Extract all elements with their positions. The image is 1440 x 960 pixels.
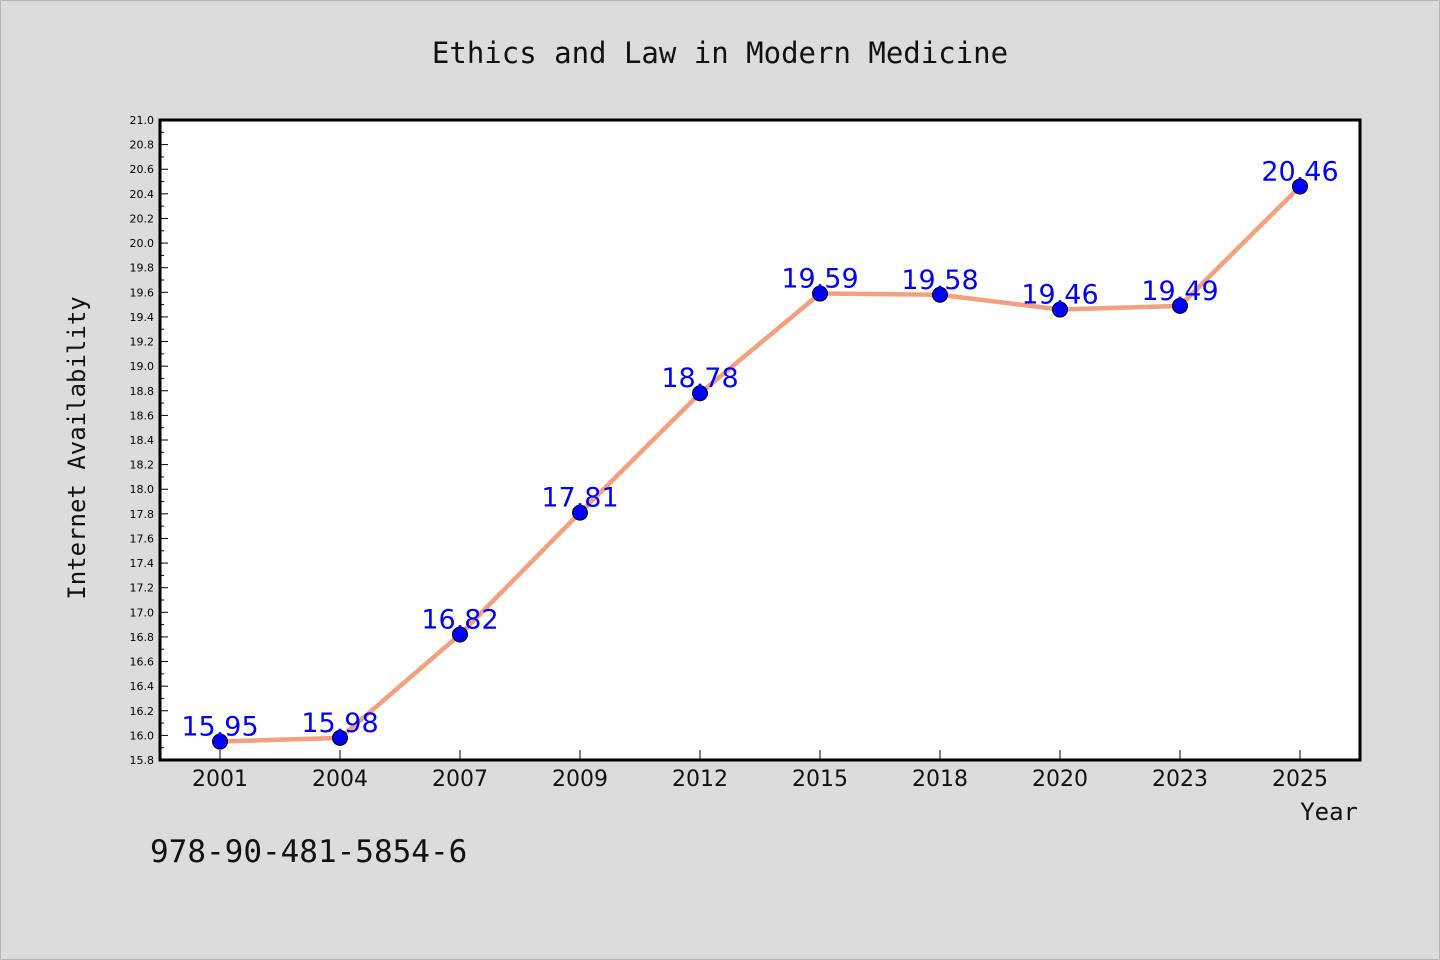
data-point <box>212 733 228 750</box>
x-tick-label: 2015 <box>792 767 848 792</box>
data-labels: 15.95 15.98 16.82 17.81 18.78 19.59 19.58 19.46… <box>181 156 1338 742</box>
x-tick-label: 2001 <box>192 767 248 792</box>
data-label: 15.95 <box>181 712 258 743</box>
x-axis-label: Year <box>1300 798 1358 826</box>
y-tick-label: 19.2 <box>130 336 155 349</box>
x-tick-label: 2004 <box>312 767 368 792</box>
y-tick-label: 17.8 <box>130 508 155 521</box>
data-point <box>932 286 948 303</box>
data-markers <box>212 178 1308 750</box>
data-point <box>692 385 708 402</box>
y-tick-label: 20.8 <box>130 139 155 152</box>
data-label: 19.46 <box>1021 280 1098 311</box>
y-tick-label: 20.0 <box>130 237 155 250</box>
y-tick-label: 20.2 <box>130 212 155 225</box>
data-point <box>1172 297 1188 314</box>
y-tick-label: 16.2 <box>130 705 155 718</box>
x-tick-label: 2012 <box>672 767 728 792</box>
y-tick-label: 20.6 <box>130 163 155 176</box>
x-tick-label: 2023 <box>1152 767 1208 792</box>
data-point <box>572 504 588 521</box>
y-tick-label: 16.8 <box>130 631 155 644</box>
data-label: 19.59 <box>781 264 858 295</box>
data-point <box>1052 301 1068 318</box>
y-tick-label: 19.8 <box>130 262 155 275</box>
data-point <box>812 285 828 302</box>
x-tick-label: 2025 <box>1272 767 1328 792</box>
y-tick-label: 18.8 <box>130 385 155 398</box>
y-tick-label: 16.6 <box>130 656 155 669</box>
y-tick-label: 17.0 <box>130 606 155 619</box>
x-tick-label: 2007 <box>432 767 488 792</box>
data-label: 18.78 <box>661 363 738 394</box>
y-tick-label: 18.2 <box>130 459 155 472</box>
y-tick-label: 18.6 <box>130 409 155 422</box>
series-polyline <box>217 184 1303 744</box>
x-axis: 2001 2004 2007 2009 2012 2015 2018 2020 2023 2025 <box>192 750 1328 792</box>
chart-title: Ethics and Law in Modern Medicine <box>432 36 1008 70</box>
y-tick-label: 19.0 <box>130 360 155 373</box>
plot-area <box>158 118 1362 762</box>
x-tick-label: 2009 <box>552 767 608 792</box>
y-tick-label: 16.4 <box>130 680 155 693</box>
data-point <box>332 729 348 746</box>
y-tick-label: 20.4 <box>130 188 155 201</box>
data-label: 16.82 <box>421 604 498 635</box>
y-axis: 15.8 16.0 16.2 16.4 16.6 16.8 17.0 17.2 17.4 17.6… <box>130 114 168 767</box>
y-tick-label: 18.0 <box>130 483 155 496</box>
y-tick-label: 21.0 <box>130 114 155 127</box>
isbn-text: 978-90-481-5854-6 <box>150 834 468 870</box>
series-line <box>217 184 1303 744</box>
data-point <box>1292 178 1308 195</box>
x-tick-label: 2018 <box>912 767 968 792</box>
data-label: 20.46 <box>1261 156 1338 187</box>
y-axis-label: Internet Availability <box>63 296 91 599</box>
y-tick-label: 16.0 <box>130 729 155 742</box>
data-point <box>452 626 468 643</box>
data-label: 15.98 <box>301 708 378 739</box>
y-tick-label: 17.6 <box>130 532 155 545</box>
data-label: 19.49 <box>1141 276 1218 307</box>
y-tick-label: 17.4 <box>130 557 155 570</box>
data-label: 17.81 <box>541 483 618 514</box>
y-tick-label: 17.2 <box>130 582 155 595</box>
y-tick-label: 19.6 <box>130 286 155 299</box>
y-tick-label: 15.8 <box>130 754 155 767</box>
x-tick-label: 2020 <box>1032 767 1088 792</box>
y-tick-label: 19.4 <box>130 311 155 324</box>
y-tick-label: 18.4 <box>130 434 155 447</box>
data-label: 19.58 <box>901 265 978 296</box>
